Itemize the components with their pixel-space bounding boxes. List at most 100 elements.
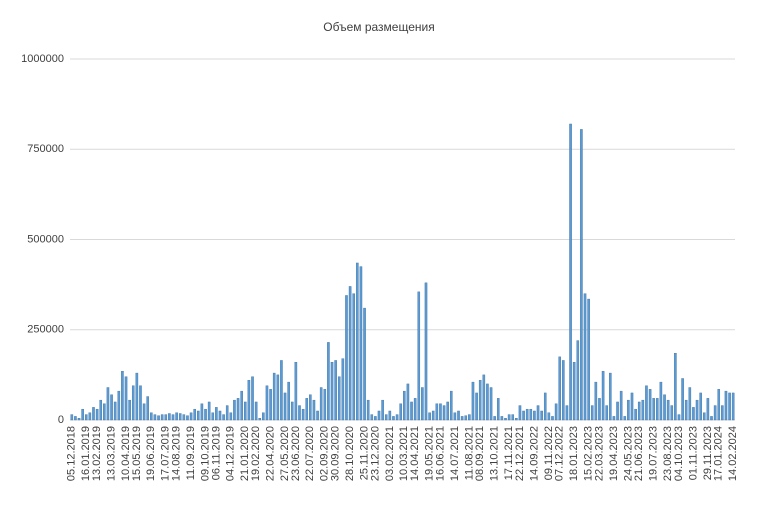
bar xyxy=(677,414,681,421)
bar xyxy=(540,410,543,421)
x-tick-label: 22.07.2020 xyxy=(304,426,316,481)
bar xyxy=(298,405,301,421)
bar xyxy=(301,408,305,421)
x-tick-label: 14.07.2021 xyxy=(449,426,461,481)
bar xyxy=(392,416,395,421)
bar xyxy=(435,403,439,421)
bar xyxy=(634,408,637,421)
bar xyxy=(428,412,431,421)
bar xyxy=(446,401,449,421)
bar xyxy=(529,408,533,421)
bar xyxy=(605,405,608,421)
bar xyxy=(262,412,265,421)
bar xyxy=(551,416,554,421)
bar xyxy=(352,293,355,421)
bar xyxy=(251,376,254,421)
bar xyxy=(70,414,74,421)
bar xyxy=(493,416,496,421)
bar xyxy=(384,414,388,421)
bar xyxy=(699,392,702,421)
bar xyxy=(247,380,251,421)
bar xyxy=(594,381,598,421)
bar xyxy=(681,378,684,421)
x-tick-label: 14.04.2021 xyxy=(409,426,421,481)
bar xyxy=(590,405,594,421)
bar xyxy=(496,398,500,421)
bar xyxy=(222,414,225,421)
bar xyxy=(312,399,316,421)
bar xyxy=(731,392,735,421)
bar xyxy=(417,291,421,421)
bar xyxy=(684,399,688,421)
bar xyxy=(121,371,124,421)
bar xyxy=(305,398,309,421)
bar xyxy=(518,405,522,421)
x-tick-label: 10.03.2021 xyxy=(398,426,410,481)
bar xyxy=(500,416,504,421)
bar xyxy=(543,392,547,421)
bar xyxy=(431,410,435,421)
x-tick-label: 25.11.2020 xyxy=(358,426,370,480)
bar xyxy=(265,385,269,421)
bar xyxy=(717,389,721,421)
x-tick-label: 15.02.2023 xyxy=(583,426,595,481)
x-tick-label: 19.06.2019 xyxy=(145,426,157,481)
bar xyxy=(272,372,276,421)
bar xyxy=(92,407,95,421)
bar xyxy=(254,401,258,421)
bar xyxy=(413,398,417,421)
x-tick-label: 07.12.2022 xyxy=(554,426,566,481)
x-tick-label: 19.05.2021 xyxy=(424,426,436,481)
bar xyxy=(395,414,399,421)
x-tick-label: 11.08.2021 xyxy=(463,426,475,480)
bar xyxy=(276,374,280,421)
x-tick-label: 21.06.2023 xyxy=(633,426,645,481)
x-tick-label: 02.09.2020 xyxy=(319,426,331,481)
bar xyxy=(236,398,240,421)
bar xyxy=(630,392,634,421)
bar xyxy=(103,403,106,421)
bar xyxy=(403,390,406,421)
bar xyxy=(345,295,348,421)
bar xyxy=(525,408,529,421)
x-tick-label: 23.08.2023 xyxy=(662,426,674,481)
bar xyxy=(587,298,590,421)
bar xyxy=(88,412,92,421)
x-tick-label: 30.09.2020 xyxy=(330,426,342,481)
x-tick-label: 17.07.2019 xyxy=(160,426,172,481)
bar xyxy=(316,410,319,421)
bar xyxy=(562,360,565,421)
x-tick-label: 22.04.2020 xyxy=(264,426,276,481)
bar xyxy=(110,394,113,421)
bar xyxy=(113,401,117,421)
bar xyxy=(515,417,518,421)
bar xyxy=(359,266,363,421)
bar xyxy=(486,383,489,421)
x-tick-label: 17.01.2024 xyxy=(713,426,725,481)
bar xyxy=(659,381,663,421)
bar xyxy=(366,399,370,421)
bar xyxy=(319,387,323,421)
bar xyxy=(507,414,511,421)
bar xyxy=(554,403,558,421)
bar xyxy=(489,387,493,421)
bar xyxy=(656,398,659,421)
bar xyxy=(153,414,157,421)
bar xyxy=(294,362,298,421)
bar xyxy=(399,403,402,421)
bar xyxy=(619,390,623,421)
bar xyxy=(168,413,171,421)
bar xyxy=(131,385,135,421)
bar xyxy=(616,401,619,421)
bar xyxy=(478,380,482,421)
y-tick-label: 0 xyxy=(58,414,64,426)
x-tick-label: 23.12.2020 xyxy=(369,426,381,481)
bar xyxy=(280,360,283,421)
bar xyxy=(558,356,561,421)
x-tick-label: 08.09.2021 xyxy=(474,426,486,481)
x-tick-label: 14.02.2024 xyxy=(727,426,739,481)
x-tick-label: 28.10.2020 xyxy=(344,426,356,481)
bar xyxy=(648,389,652,421)
bar xyxy=(327,342,330,421)
